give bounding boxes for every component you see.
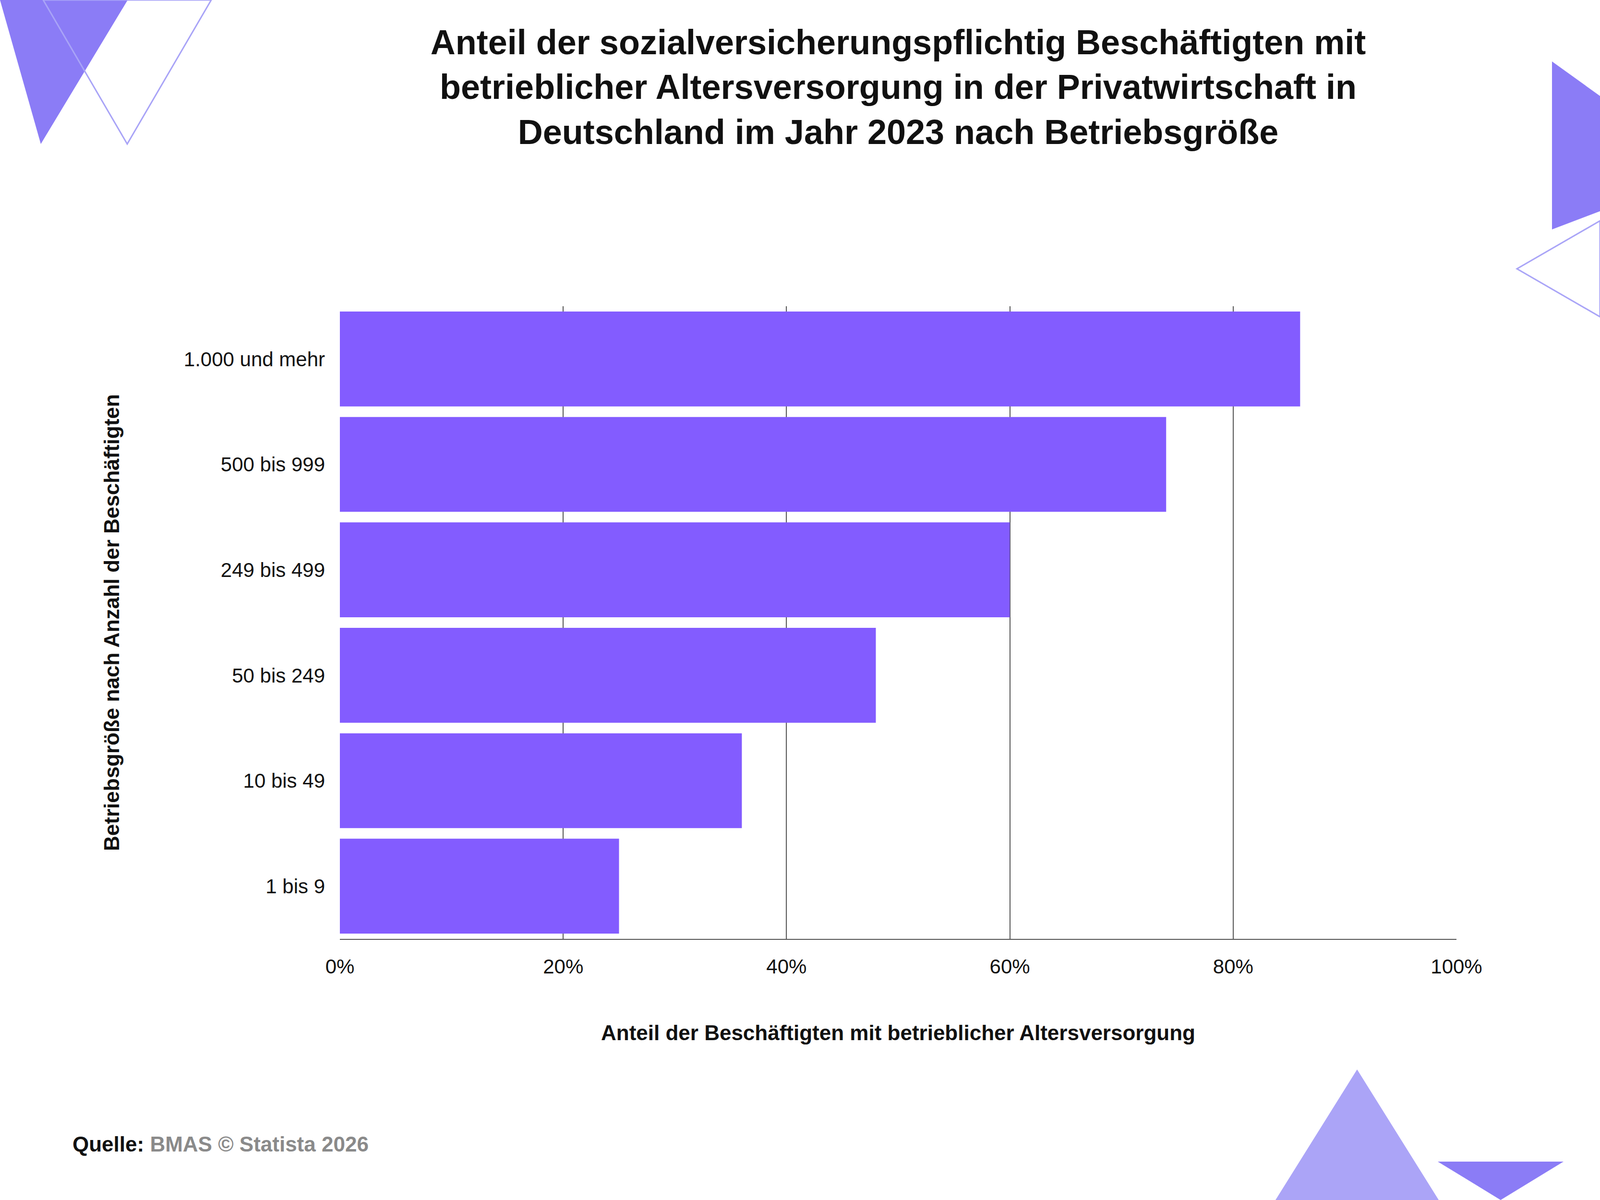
svg-text:80%: 80% [1213, 955, 1254, 978]
svg-text:1 bis 9: 1 bis 9 [265, 875, 325, 898]
svg-text:50 bis 249: 50 bis 249 [231, 664, 325, 687]
svg-text:249 bis 499: 249 bis 499 [220, 558, 325, 582]
svg-text:40%: 40% [766, 955, 807, 978]
svg-text:1.000 und mehr: 1.000 und mehr [183, 348, 325, 371]
svg-text:Anteil der sozialversicherungs: Anteil der sozialversicherungspflichtig … [430, 23, 1366, 152]
svg-text:500 bis 999: 500 bis 999 [220, 453, 325, 476]
svg-text:60%: 60% [989, 955, 1031, 978]
svg-text:Quelle: BMAS © Statista 2026: Quelle: BMAS © Statista 2026 [72, 1132, 369, 1156]
svg-text:100%: 100% [1430, 955, 1482, 978]
svg-text:Anteil der Beschäftigten mit b: Anteil der Beschäftigten mit betrieblich… [601, 1021, 1196, 1045]
svg-text:0%: 0% [325, 955, 355, 978]
svg-text:Betriebsgröße nach Anzahl der: Betriebsgröße nach Anzahl der Beschäftig… [99, 394, 124, 852]
svg-text:10 bis 49: 10 bis 49 [243, 769, 325, 793]
svg-text:20%: 20% [542, 955, 584, 978]
